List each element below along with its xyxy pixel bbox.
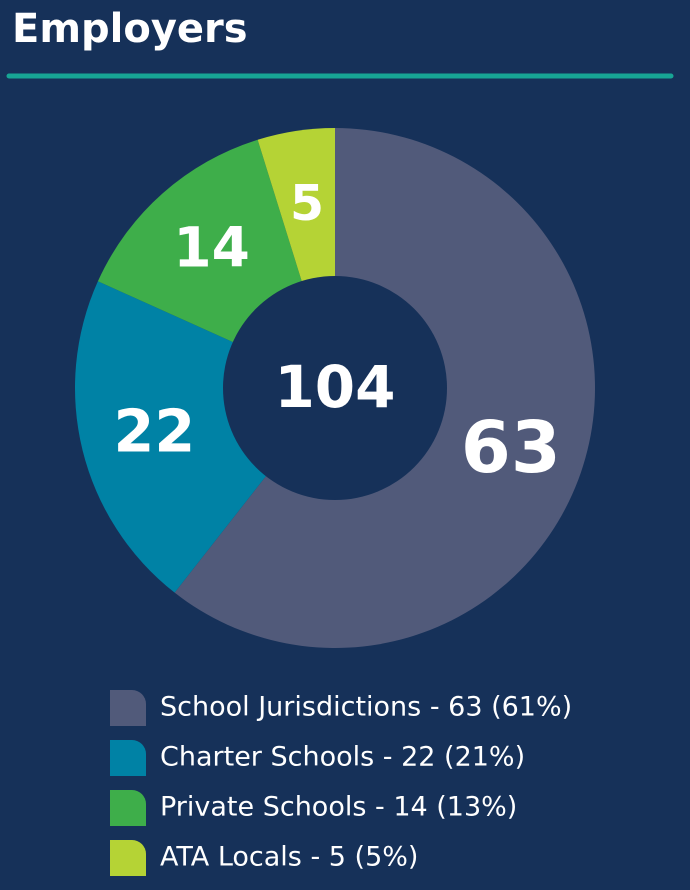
- legend-label: School Jurisdictions - 63 (61%): [160, 692, 572, 723]
- data-label: 63: [461, 405, 561, 489]
- data-label: 5: [290, 175, 324, 232]
- data-label: 22: [114, 397, 196, 466]
- data-label: 14: [173, 216, 249, 280]
- chart-title: Employers: [12, 6, 248, 52]
- legend-swatch: [110, 840, 146, 876]
- donut-hole: [223, 276, 447, 500]
- legend-swatch: [110, 790, 146, 826]
- legend-swatch: [110, 740, 146, 776]
- legend-swatch: [110, 690, 146, 726]
- legend-label: Private Schools - 14 (13%): [160, 792, 517, 823]
- legend-label: Charter Schools - 22 (21%): [160, 742, 525, 773]
- center-total: 104: [274, 353, 395, 421]
- legend-label: ATA Locals - 5 (5%): [160, 842, 418, 873]
